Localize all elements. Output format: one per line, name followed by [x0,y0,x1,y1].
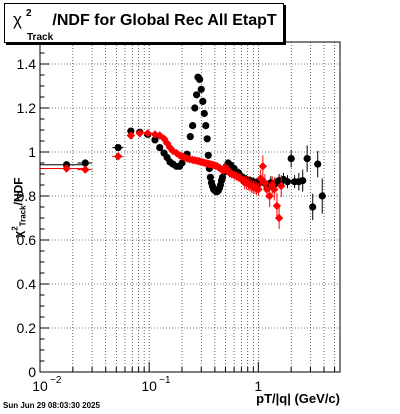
y-tick-label: 0.8 [17,188,37,204]
ylabel-text: /NDF [11,177,26,206]
data-point [283,178,292,186]
ylabel-superscript: 2 [10,226,20,231]
tick-labels: 00.20.40.60.811.21.410 −2 10 −1 1 [17,56,263,394]
data-point [196,75,204,83]
data-point [230,164,238,173]
data-point [143,129,152,138]
chart-title: χ 2 Track /NDF for Global Rec All EtapT [13,8,277,43]
series-1 [40,129,286,229]
timestamp: Sun Jun 29 08:03:30 2025 [3,401,100,410]
data-point [199,97,207,105]
title-subscript: Track [27,32,54,43]
data-point [186,133,194,141]
title-superscript: 2 [26,8,32,19]
y-tick-label: 0 [28,364,36,380]
data-point [254,185,263,194]
data-point [127,127,135,135]
data-point [276,181,286,191]
x-tick-label: 10 [141,378,157,394]
data-point [135,129,144,138]
data-point [193,91,201,99]
data-point [200,109,208,118]
x-tick-exponent: −1 [159,375,171,386]
data-point [150,130,160,139]
ylabel-subscript: Track [18,205,28,227]
title-box: χ 2 Track /NDF for Global Rec All EtapT [4,3,284,43]
data-point [274,213,284,223]
data-point [197,85,205,93]
data-point [189,122,197,130]
data-point [262,185,272,194]
series-layer [40,73,326,229]
data-point [151,136,159,144]
x-axis-label: pT/|q| (GeV/c) [256,391,340,406]
y-tick-label: 0.2 [17,320,37,336]
y-axis-label: χ2Track/NDF [4,150,28,240]
data-point [202,122,210,130]
data-point [309,203,317,211]
grid-lines [40,42,340,372]
x-tick-label: 10 [32,378,48,394]
data-point [81,159,89,167]
x-tick-label: 1 [254,378,262,394]
data-point [203,135,211,143]
ylabel-chi: χ [11,230,26,238]
title-chi: χ [13,10,22,29]
data-point [62,164,71,173]
data-point [299,177,307,185]
y-tick-label: 0.6 [17,232,37,248]
y-tick-label: 1.2 [17,100,37,116]
data-point [81,165,90,174]
data-point [272,201,282,211]
axes [39,41,341,373]
plot-frame [39,41,341,373]
series-0 [40,73,326,221]
x-tick-exponent: −2 [50,375,62,386]
y-tick-label: 1.4 [17,56,37,72]
title-text: /NDF for Global Rec All EtapT [52,12,277,29]
data-point [287,155,295,163]
data-point [265,191,274,201]
data-point [113,152,123,161]
data-point [178,159,186,167]
data-point [204,151,212,159]
data-point [318,192,326,200]
data-point [218,173,227,181]
data-point [303,155,311,163]
data-point [114,144,122,152]
data-point [206,173,215,181]
data-point [258,162,268,171]
data-point [126,131,136,140]
y-tick-label: 0.4 [17,276,37,292]
y-tick-label: 1 [28,144,36,160]
data-point [270,185,279,194]
data-point [191,104,199,112]
data-point [314,160,322,168]
data-point [156,144,164,152]
